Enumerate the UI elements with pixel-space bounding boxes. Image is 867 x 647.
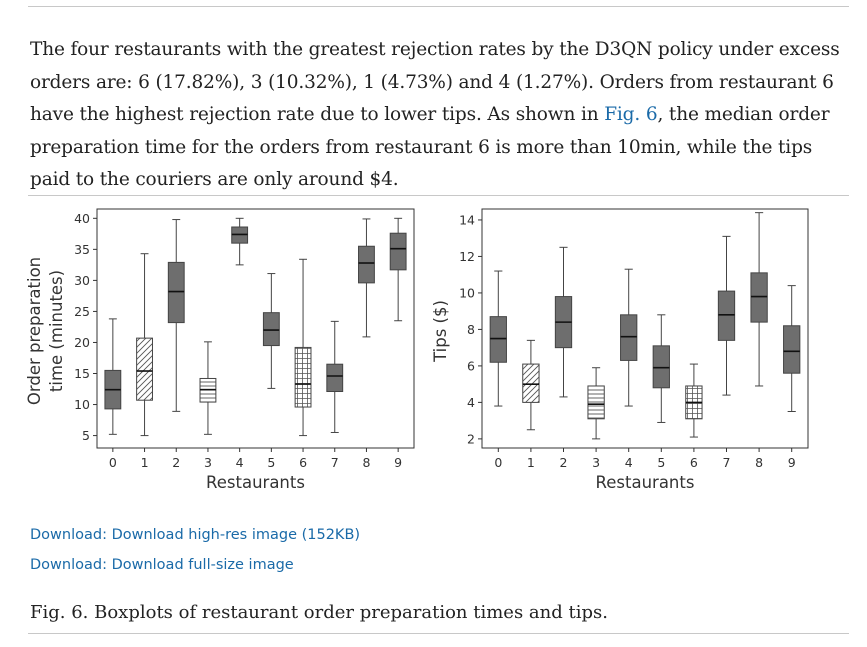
- y-tick-label: 10: [74, 397, 90, 412]
- iqr-box: [620, 314, 638, 361]
- x-tick-label: 5: [657, 455, 665, 470]
- figure-top-divider: [28, 195, 849, 196]
- paragraph-text-end: , the median order preparation time for …: [30, 104, 830, 190]
- y-tick-label: 6: [467, 358, 475, 373]
- y-tick-label: 12: [459, 249, 475, 264]
- iqr-box: [262, 312, 280, 347]
- iqr-box: [489, 316, 507, 363]
- iqr-box: [717, 290, 736, 341]
- y-tick-label: 10: [459, 285, 475, 300]
- x-tick-label: 8: [362, 455, 370, 470]
- x-tick-label: 6: [690, 455, 698, 470]
- y-tick-label: 8: [467, 322, 475, 337]
- y-tick-label: 25: [74, 304, 90, 319]
- y-axis-label: time (minutes): [47, 270, 66, 392]
- x-tick-label: 2: [172, 455, 180, 470]
- x-tick-label: 1: [141, 455, 149, 470]
- box-restaurant-1: [136, 253, 153, 437]
- prep-time-boxplot: 5 10 15 20 25 30 35 40 0 1 2 3 4 5 6 7 8 9 Restaurants Orde…: [25, 208, 415, 492]
- download-full-size-link[interactable]: Download: Download full-size image: [30, 557, 294, 573]
- y-tick-label: 14: [459, 212, 475, 227]
- x-tick-label: 1: [527, 455, 535, 470]
- iqr-box: [522, 363, 540, 403]
- x-tick-label: 6: [299, 455, 307, 470]
- iqr-box: [389, 232, 407, 271]
- plot-frame: [96, 208, 415, 449]
- x-tick-label: 4: [625, 455, 633, 470]
- x-tick-label: 4: [236, 455, 244, 470]
- box-restaurant-7: [326, 320, 344, 433]
- x-tick-label: 3: [592, 455, 600, 470]
- x-tick-label: 7: [331, 455, 339, 470]
- iqr-box: [358, 245, 375, 284]
- y-tick-label: 40: [74, 211, 90, 226]
- box-restaurant-8: [750, 212, 768, 387]
- x-tick-label: 2: [560, 455, 568, 470]
- box-restaurant-6: [685, 363, 703, 438]
- iqr-box: [294, 346, 312, 408]
- box-restaurant-0: [489, 270, 507, 407]
- box-restaurant-6: [294, 258, 312, 437]
- box-restaurant-2: [554, 246, 573, 398]
- box-restaurant-4: [231, 217, 249, 266]
- box-restaurant-9: [389, 217, 407, 322]
- box-restaurant-5: [652, 314, 670, 423]
- y-tick-label: 5: [82, 428, 90, 443]
- figure-caption: Fig. 6. Boxplots of restaurant order pre…: [30, 602, 608, 623]
- x-axis-label: Restaurants: [206, 473, 305, 492]
- box-restaurant-8: [358, 218, 375, 338]
- box-restaurant-0: [104, 318, 122, 435]
- download-high-res-link[interactable]: Download: Download high-res image (152KB…: [30, 527, 361, 543]
- box-restaurant-2: [167, 219, 185, 412]
- box-restaurant-9: [783, 285, 801, 413]
- x-tick-label: 5: [267, 455, 275, 470]
- top-divider: [28, 6, 849, 7]
- y-tick-label: 2: [467, 431, 475, 446]
- x-tick-label: 9: [394, 455, 402, 470]
- box-restaurant-3: [587, 367, 605, 440]
- x-tick-label: 8: [755, 455, 763, 470]
- plot-frame: [481, 208, 809, 449]
- iqr-box: [587, 385, 605, 420]
- box-restaurant-5: [262, 273, 280, 389]
- y-tick-label: 15: [74, 366, 90, 381]
- x-tick-label: 7: [723, 455, 731, 470]
- iqr-box: [167, 261, 185, 324]
- iqr-box: [750, 272, 768, 323]
- fig-6-link[interactable]: Fig. 6: [604, 104, 658, 125]
- x-tick-label: 3: [204, 455, 212, 470]
- iqr-box: [783, 325, 801, 374]
- paragraph-text-start: The four restaurants with the greatest r…: [30, 39, 840, 125]
- y-axis-label: Tips ($): [431, 300, 450, 363]
- y-tick-label: 30: [74, 273, 90, 288]
- iqr-box: [652, 345, 670, 389]
- x-tick-label: 0: [494, 455, 502, 470]
- y-tick-label: 35: [74, 242, 90, 257]
- box-restaurant-7: [717, 235, 736, 396]
- y-axis-label: Order preparation: [25, 257, 44, 405]
- iqr-box: [136, 337, 153, 401]
- box-restaurant-4: [620, 268, 638, 407]
- x-tick-label: 0: [109, 455, 117, 470]
- bottom-divider: [28, 633, 849, 634]
- y-tick-label: 20: [74, 335, 90, 350]
- iqr-box: [326, 363, 344, 393]
- x-tick-label: 9: [788, 455, 796, 470]
- x-axis-label: Restaurants: [596, 473, 695, 492]
- body-paragraph: The four restaurants with the greatest r…: [30, 34, 856, 197]
- box-restaurant-1: [522, 339, 540, 431]
- y-tick-label: 4: [467, 395, 475, 410]
- box-restaurant-3: [199, 341, 217, 435]
